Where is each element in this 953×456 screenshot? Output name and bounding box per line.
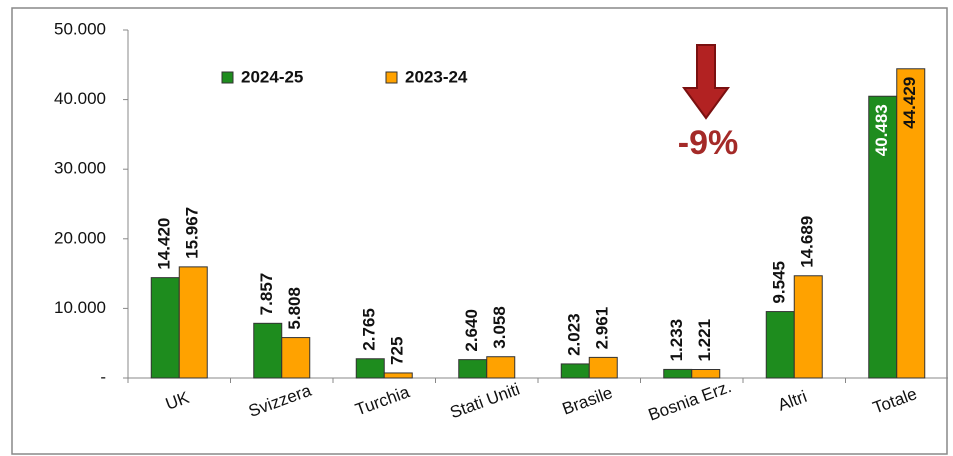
bar bbox=[765, 311, 795, 379]
legend-label: 2023-24 bbox=[405, 67, 468, 86]
bar bbox=[868, 95, 898, 379]
value-label: 9.545 bbox=[770, 261, 789, 304]
value-label: 2.765 bbox=[360, 308, 379, 351]
chart-border bbox=[11, 7, 948, 455]
value-label: 1.221 bbox=[695, 319, 714, 362]
value-label: 3.058 bbox=[490, 306, 509, 349]
x-tick-label: Altri bbox=[775, 387, 809, 415]
legend-label: 2024-25 bbox=[241, 67, 303, 86]
value-label: 725 bbox=[388, 337, 407, 365]
bar bbox=[896, 68, 926, 379]
value-label: 14.689 bbox=[798, 216, 817, 268]
x-tick-label: Svizzera bbox=[246, 381, 314, 421]
bar bbox=[691, 369, 721, 379]
bar bbox=[663, 368, 693, 379]
y-tick-label: 50.000 bbox=[54, 19, 106, 38]
bar bbox=[458, 359, 488, 379]
bar bbox=[355, 358, 385, 379]
bar bbox=[178, 266, 208, 379]
x-tick-label: Stati Uniti bbox=[447, 379, 522, 422]
x-tick-label: Brasile bbox=[560, 383, 615, 419]
bar bbox=[588, 356, 618, 379]
value-label: 40.483 bbox=[872, 104, 891, 156]
y-tick-label: 40.000 bbox=[54, 89, 106, 108]
legend-swatch bbox=[221, 71, 234, 84]
value-label: 1.233 bbox=[667, 319, 686, 362]
bar bbox=[383, 372, 413, 379]
y-tick-label: 20.000 bbox=[54, 228, 106, 247]
legend-swatch bbox=[385, 71, 398, 84]
bar bbox=[253, 322, 283, 379]
bar bbox=[486, 356, 516, 379]
value-label: 2.961 bbox=[593, 307, 612, 350]
value-label: 2.023 bbox=[565, 313, 584, 356]
y-tick-label: - bbox=[100, 367, 106, 386]
y-tick-label: 10.000 bbox=[54, 298, 106, 317]
value-label: 44.429 bbox=[900, 77, 919, 129]
x-tick-label: Bosnia Erz. bbox=[646, 377, 734, 425]
x-tick-label: Totale bbox=[870, 384, 919, 417]
x-tick-label: UK bbox=[163, 388, 192, 414]
bar bbox=[281, 337, 311, 379]
y-tick-label: 30.000 bbox=[54, 159, 106, 178]
bar bbox=[150, 277, 180, 379]
value-label: 5.808 bbox=[285, 287, 304, 330]
x-tick-label: Turchia bbox=[353, 382, 413, 419]
value-label: 7.857 bbox=[257, 273, 276, 316]
bar bbox=[793, 275, 823, 379]
down-arrow bbox=[682, 44, 730, 120]
bar bbox=[560, 363, 590, 379]
value-label: 15.967 bbox=[183, 207, 202, 259]
value-label: 14.420 bbox=[155, 218, 174, 270]
annotation: -9% bbox=[678, 124, 738, 162]
value-label: 2.640 bbox=[462, 309, 481, 352]
